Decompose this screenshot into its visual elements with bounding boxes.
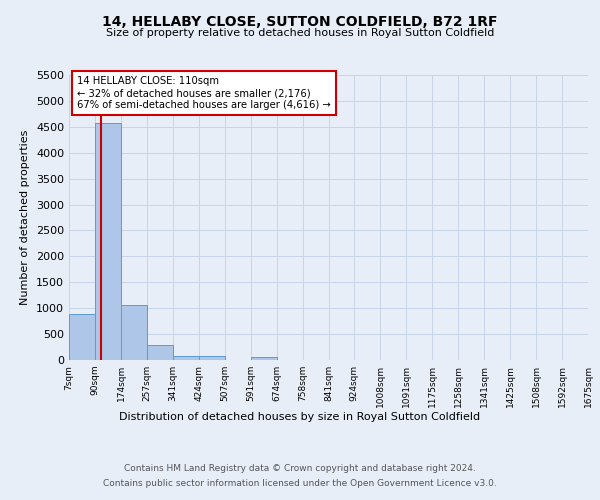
Bar (251, 358, 277, 360)
Bar (147, 346, 173, 360)
Text: 14 HELLABY CLOSE: 110sqm
← 32% of detached houses are smaller (2,176)
67% of sem: 14 HELLABY CLOSE: 110sqm ← 32% of detach… (77, 76, 331, 110)
Text: Contains HM Land Registry data © Crown copyright and database right 2024.: Contains HM Land Registry data © Crown c… (124, 464, 476, 473)
Text: 14, HELLABY CLOSE, SUTTON COLDFIELD, B72 1RF: 14, HELLABY CLOSE, SUTTON COLDFIELD, B72… (102, 15, 498, 29)
Bar (95, 123, 121, 360)
Bar (69, 314, 95, 360)
Text: Distribution of detached houses by size in Royal Sutton Coldfield: Distribution of detached houses by size … (119, 412, 481, 422)
Bar (121, 305, 147, 360)
Bar (199, 356, 224, 360)
Text: Size of property relative to detached houses in Royal Sutton Coldfield: Size of property relative to detached ho… (106, 28, 494, 38)
Y-axis label: Number of detached properties: Number of detached properties (20, 130, 31, 305)
Bar (173, 356, 199, 360)
Text: Contains public sector information licensed under the Open Government Licence v3: Contains public sector information licen… (103, 479, 497, 488)
